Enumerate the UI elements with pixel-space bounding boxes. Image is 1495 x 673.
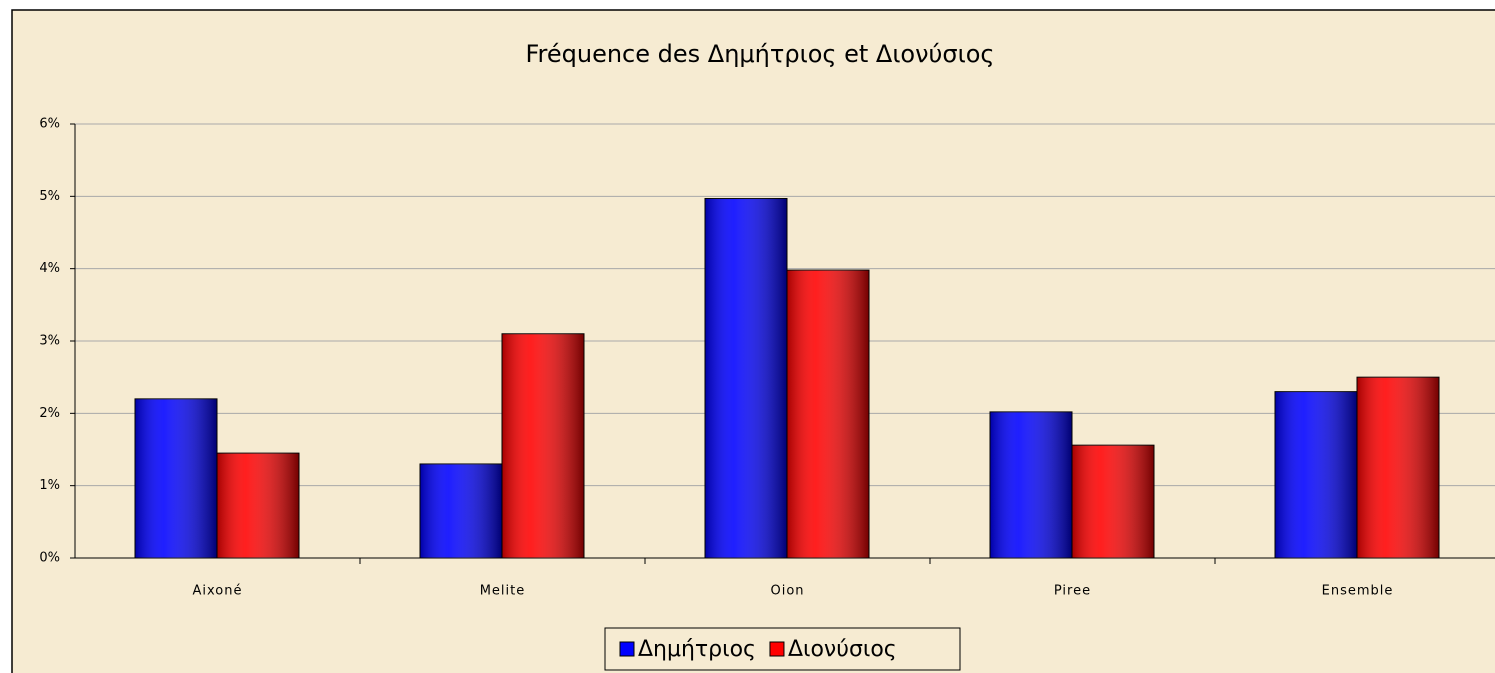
y-tick-label: 6%	[39, 117, 60, 132]
bar-shade	[135, 398, 217, 558]
bar-shade	[787, 270, 869, 558]
y-tick-label: 1%	[39, 478, 60, 493]
x-tick-label: Oion	[770, 584, 804, 599]
x-tick-label: Aixoné	[193, 584, 243, 599]
y-tick-label: 0%	[39, 551, 60, 566]
bar-shade	[502, 333, 584, 558]
y-tick-label: 4%	[39, 261, 60, 276]
bar-shade	[990, 411, 1072, 558]
legend-label: Διονύσιος	[788, 637, 897, 662]
y-tick-label: 5%	[39, 189, 60, 204]
x-tick-label: Ensemble	[1322, 584, 1394, 599]
legend-label: Δημήτριος	[638, 637, 756, 662]
bar-shade	[1357, 377, 1439, 558]
y-tick-label: 2%	[39, 406, 60, 421]
bar-shade	[1275, 391, 1357, 558]
bar-shade	[420, 463, 502, 558]
bar-shade	[705, 198, 787, 558]
x-tick-label: Melite	[480, 584, 526, 599]
legend-swatch	[619, 641, 635, 657]
chart-title: Fréquence des Δημήτριος et Διονύσιος	[525, 40, 994, 68]
legend: Δημήτριος Διονύσιος	[604, 627, 961, 671]
bar-shade	[217, 453, 299, 558]
y-tick-label: 3%	[39, 334, 60, 349]
bar-shade	[1072, 445, 1154, 558]
legend-swatch	[769, 641, 785, 657]
x-tick-label: Piree	[1054, 584, 1091, 599]
